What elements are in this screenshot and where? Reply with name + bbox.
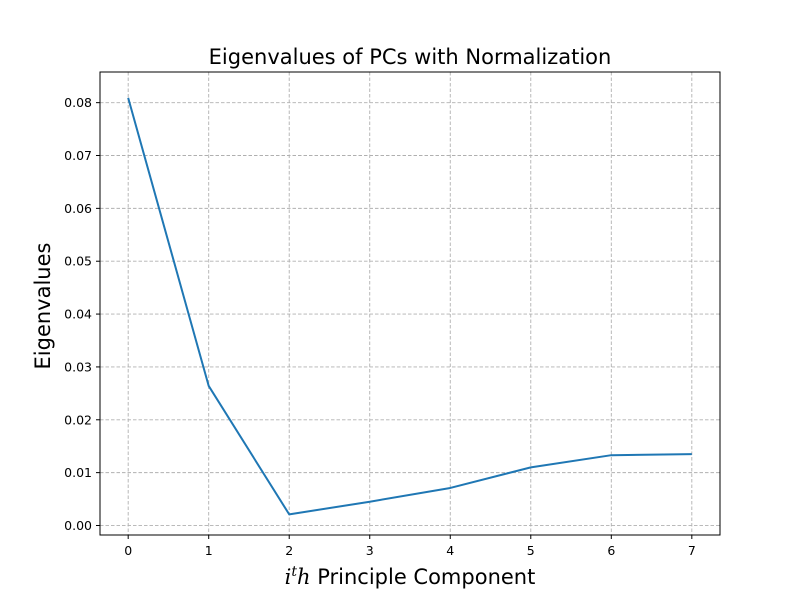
x-axis-label-text: Principle Component [311,565,536,589]
data-series [127,97,692,516]
y-tick-label: 0.06 [64,201,92,216]
y-tick-label: 0.04 [64,307,92,322]
y-tick-label: 0.05 [64,254,92,269]
grid-lines [100,72,720,535]
series-line [127,97,692,516]
x-tick-label: 1 [205,543,213,558]
y-tick-label: 0.08 [64,95,92,110]
y-tick-label: 0.00 [64,518,92,533]
x-axis-label: ith Principle Component [285,564,536,589]
x-tick-label: 0 [124,543,132,558]
x-tick-label: 4 [446,543,454,558]
y-tick-label: 0.07 [64,148,92,163]
y-axis-label: Eigenvalues [31,243,55,370]
axis-ticks: 0 1 2 3 4 5 6 7 0.00 0.01 0.02 0.03 0.04 0.05 0.06 0.07… [64,95,696,558]
y-tick-label: 0.02 [64,412,92,427]
x-axis-label-var: i [285,565,292,589]
x-axis-label-sup: t [291,564,297,580]
y-tick-label: 0.01 [64,465,92,480]
x-tick-label: 2 [285,543,293,558]
x-tick-label: 7 [688,543,696,558]
x-tick-label: 3 [366,543,374,558]
chart-title: Eigenvalues of PCs with Normalization [209,45,612,69]
y-tick-label: 0.03 [64,359,92,374]
x-tick-label: 5 [527,543,535,558]
x-tick-label: 6 [607,543,615,558]
plot-frame [99,71,721,536]
x-axis-label-var2: h [297,565,311,589]
